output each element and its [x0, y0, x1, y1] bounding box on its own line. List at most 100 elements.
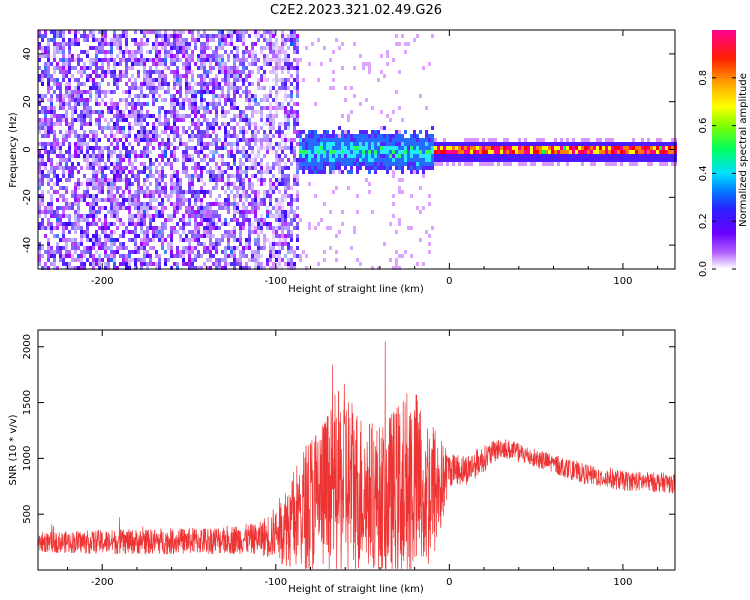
heatmap-cell [59, 162, 62, 166]
heatmap-cell [272, 150, 275, 154]
heatmap-cell [419, 150, 422, 154]
heatmap-cell [374, 162, 377, 166]
heatmap-cell [188, 230, 191, 234]
heatmap-cell [56, 218, 59, 222]
heatmap-cell [290, 138, 293, 142]
heatmap-cell [404, 130, 407, 134]
heatmap-cell [554, 138, 557, 142]
heatmap-cell [158, 262, 161, 266]
heatmap-cell [308, 226, 311, 230]
heatmap-cell [83, 102, 86, 106]
heatmap-cell [41, 162, 44, 166]
heatmap-cell [248, 178, 251, 182]
heatmap-cell [290, 218, 293, 222]
heatmap-cell [419, 94, 422, 98]
heatmap-cell [290, 110, 293, 114]
heatmap-cell [425, 146, 428, 150]
heatmap-cell [77, 206, 80, 210]
heatmap-cell [296, 170, 299, 174]
heatmap-cell [116, 162, 119, 166]
heatmap-cell [53, 130, 56, 134]
heatmap-cell [404, 50, 407, 54]
heatmap-cell [260, 166, 263, 170]
heatmap-cell [224, 114, 227, 118]
heatmap-cell [173, 146, 176, 150]
heatmap-cell [653, 158, 656, 162]
heatmap-cell [80, 258, 83, 262]
heatmap-cell [209, 210, 212, 214]
heatmap-cell [110, 182, 113, 186]
heatmap-cell [209, 250, 212, 254]
heatmap-cell [95, 174, 98, 178]
heatmap-cell [71, 74, 74, 78]
heatmap-cell [65, 58, 68, 62]
heatmap-cell [380, 146, 383, 150]
heatmap-cell [542, 146, 545, 150]
heatmap-cell [269, 258, 272, 262]
heatmap-cell [116, 130, 119, 134]
heatmap-cell [191, 30, 194, 34]
heatmap-cell [50, 202, 53, 206]
heatmap-cell [176, 230, 179, 234]
heatmap-cell [377, 154, 380, 158]
heatmap-cell [251, 210, 254, 214]
heatmap-cell [47, 110, 50, 114]
heatmap-cell [395, 34, 398, 38]
heatmap-cell [392, 134, 395, 138]
heatmap-cell [326, 150, 329, 154]
heatmap-cell [239, 214, 242, 218]
heatmap-cell [65, 178, 68, 182]
heatmap-cell [77, 70, 80, 74]
heatmap-cell [224, 222, 227, 226]
heatmap-cell [68, 58, 71, 62]
heatmap-cell [272, 182, 275, 186]
heatmap-cell [98, 126, 101, 130]
heatmap-cell [662, 162, 665, 166]
heatmap-cell [200, 114, 203, 118]
heatmap-cell [290, 90, 293, 94]
heatmap-cell [128, 266, 131, 270]
heatmap-cell [38, 42, 41, 46]
heatmap-cell [53, 82, 56, 86]
heatmap-cell [236, 190, 239, 194]
heatmap-cell [359, 142, 362, 146]
heatmap-cell [527, 158, 530, 162]
heatmap-cell [266, 258, 269, 262]
heatmap-cell [203, 62, 206, 66]
heatmap-cell [248, 186, 251, 190]
heatmap-cell [131, 62, 134, 66]
heatmap-cell [50, 178, 53, 182]
heatmap-cell [419, 186, 422, 190]
heatmap-cell [395, 166, 398, 170]
heatmap-cell [236, 178, 239, 182]
heatmap-cell [122, 234, 125, 238]
heatmap-cell [389, 150, 392, 154]
heatmap-cell [278, 266, 281, 270]
heatmap-cell [326, 162, 329, 166]
heatmap-cell [173, 58, 176, 62]
heatmap-cell [77, 178, 80, 182]
heatmap-cell [65, 74, 68, 78]
heatmap-cell [71, 238, 74, 242]
heatmap-cell [410, 162, 413, 166]
heatmap-cell [158, 94, 161, 98]
heatmap-cell [410, 166, 413, 170]
heatmap-cell [314, 138, 317, 142]
heatmap-cell [92, 138, 95, 142]
heatmap-cell [245, 238, 248, 242]
heatmap-cell [116, 158, 119, 162]
heatmap-cell [104, 94, 107, 98]
heatmap-cell [314, 166, 317, 170]
heatmap-cell [503, 146, 506, 150]
heatmap-cell [53, 170, 56, 174]
heatmap-cell [488, 162, 491, 166]
heatmap-cell [95, 186, 98, 190]
heatmap-cell [116, 198, 119, 202]
heatmap-cell [200, 50, 203, 54]
heatmap-cell [110, 126, 113, 130]
heatmap-cell [269, 198, 272, 202]
heatmap-cell [128, 154, 131, 158]
heatmap-cell [116, 206, 119, 210]
heatmap-cell [191, 182, 194, 186]
heatmap-cell [425, 150, 428, 154]
